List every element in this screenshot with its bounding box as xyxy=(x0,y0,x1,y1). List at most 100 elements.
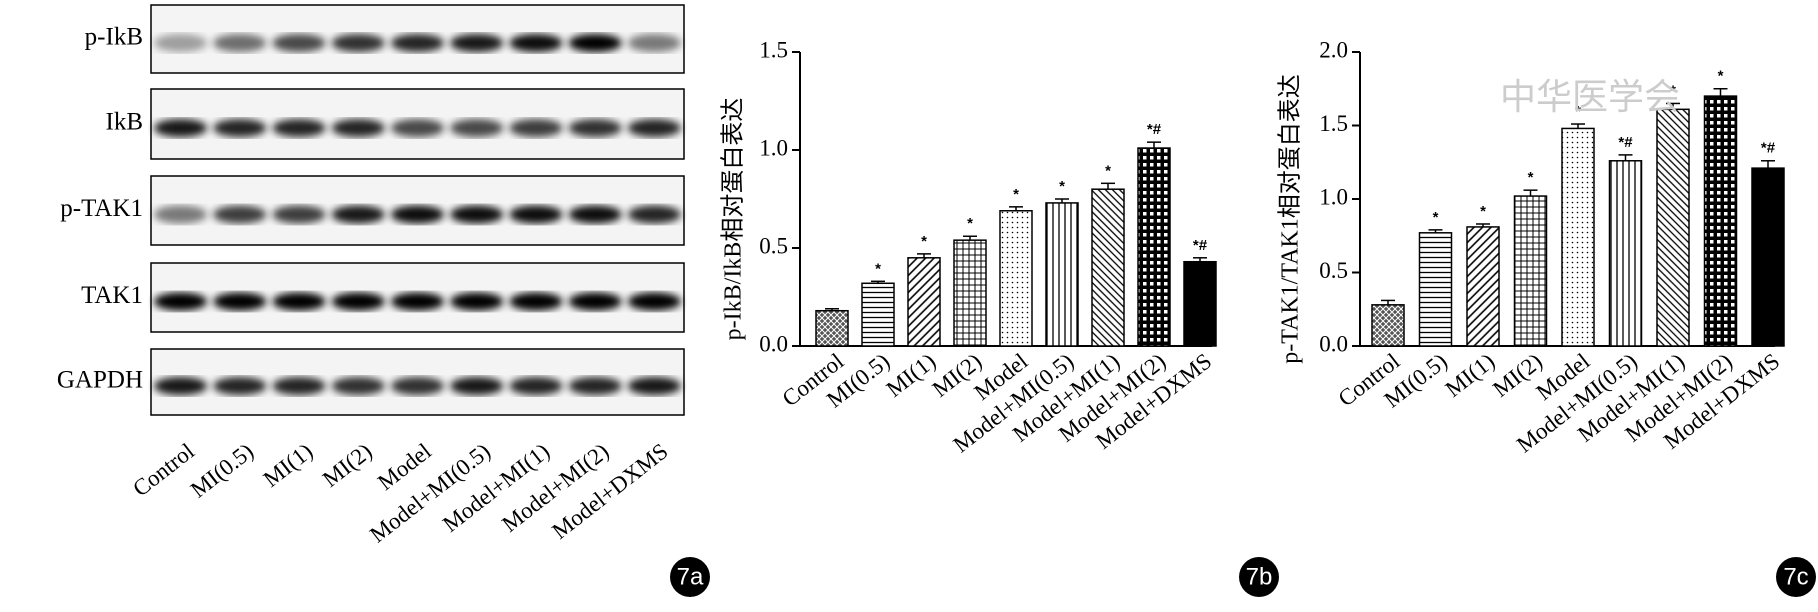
significance-mark: * xyxy=(1480,203,1486,220)
y-tick-label: 0.5 xyxy=(1319,258,1348,283)
bar xyxy=(907,257,941,347)
y-axis-label: p-IkB/IkB相对蛋白表达 xyxy=(720,98,747,341)
band xyxy=(153,119,208,137)
row-label: p-TAK1 xyxy=(60,195,143,222)
band xyxy=(213,205,267,224)
panel-badge xyxy=(1239,557,1279,597)
band xyxy=(331,119,385,137)
y-tick-label: 1.5 xyxy=(759,37,788,62)
bar xyxy=(1137,147,1171,347)
significance-mark: *# xyxy=(1618,134,1633,151)
band xyxy=(450,119,504,137)
bar xyxy=(1703,95,1738,347)
significance-mark: * xyxy=(1433,209,1439,226)
charts: 0.00.51.01.5p-IkB/IkB相对蛋白表达Control*MI(0.… xyxy=(720,37,1816,597)
significance-mark: * xyxy=(1528,169,1534,186)
band xyxy=(450,292,504,311)
y-tick-label: 1.5 xyxy=(1319,111,1348,136)
band xyxy=(568,292,622,311)
lane-label: MI(1) xyxy=(259,438,318,492)
row-label: GAPDH xyxy=(57,367,143,394)
band xyxy=(450,377,504,395)
bar-chart: 0.00.51.01.5p-IkB/IkB相对蛋白表达Control*MI(0.… xyxy=(720,37,1279,597)
x-tick-label: MI(1) xyxy=(882,348,941,402)
band xyxy=(331,205,385,224)
y-tick-label: 0.5 xyxy=(759,233,788,258)
band xyxy=(450,205,504,224)
y-tick-label: 1.0 xyxy=(759,135,788,160)
row-label: IkB xyxy=(106,109,144,136)
bar xyxy=(1418,232,1453,347)
band xyxy=(331,377,385,395)
significance-mark: * xyxy=(1718,68,1724,85)
band xyxy=(509,205,563,224)
band xyxy=(153,34,208,52)
band xyxy=(272,292,326,311)
band xyxy=(627,292,682,311)
significance-mark: * xyxy=(1575,103,1581,120)
band xyxy=(272,377,326,395)
y-axis-label: p-TAK1/TAK1相对蛋白表达 xyxy=(1277,74,1304,363)
band xyxy=(213,377,267,395)
row-label: TAK1 xyxy=(81,282,143,309)
panel-label: 7b xyxy=(1246,563,1273,590)
band xyxy=(390,377,445,395)
blot-row: IkB xyxy=(106,88,685,160)
bar xyxy=(1466,226,1500,347)
y-tick-label: 2.0 xyxy=(1319,37,1348,62)
panel-label: 7c xyxy=(1783,563,1808,590)
band xyxy=(213,292,267,311)
band xyxy=(213,119,267,137)
bar xyxy=(999,210,1033,347)
band xyxy=(509,34,563,52)
blot-row: GAPDH xyxy=(57,348,685,416)
y-tick-label: 0.0 xyxy=(1319,331,1348,356)
significance-mark: *# xyxy=(1761,140,1776,157)
bar xyxy=(1091,188,1125,347)
lane-label: Control xyxy=(128,438,199,501)
bar xyxy=(1513,195,1548,347)
blot-row: p-IkB xyxy=(85,4,685,74)
bar xyxy=(861,282,895,347)
significance-mark: * xyxy=(921,233,927,250)
y-tick-label: 1.0 xyxy=(1319,184,1348,209)
significance-mark: * xyxy=(967,215,973,232)
significance-mark: *# xyxy=(1193,237,1208,254)
bar xyxy=(1751,167,1785,347)
bar-chart: 0.00.51.01.52.0p-TAK1/TAK1相对蛋白表达Control*… xyxy=(1277,37,1816,597)
band xyxy=(568,119,622,137)
x-tick-label: MI(1) xyxy=(1441,348,1500,402)
significance-mark: * xyxy=(1105,162,1111,179)
bar xyxy=(1045,202,1079,347)
band xyxy=(331,292,385,311)
significance-mark: * xyxy=(1670,82,1676,99)
band xyxy=(390,205,445,224)
lane-label: MI(2) xyxy=(318,438,377,492)
bar xyxy=(1656,108,1690,347)
band xyxy=(153,292,208,311)
bar xyxy=(815,309,849,347)
panel-badge xyxy=(670,557,710,597)
y-tick-label: 0.0 xyxy=(759,331,788,356)
panel-label: 7a xyxy=(677,563,704,590)
bar xyxy=(1561,127,1595,347)
row-label: p-IkB xyxy=(85,24,143,51)
band xyxy=(627,119,682,137)
band xyxy=(390,292,445,311)
band xyxy=(509,377,563,395)
band xyxy=(450,34,504,52)
bar xyxy=(1183,260,1217,347)
band xyxy=(272,205,326,224)
band xyxy=(627,377,682,395)
significance-mark: * xyxy=(1059,178,1065,195)
band xyxy=(568,34,622,52)
band xyxy=(153,205,208,224)
band xyxy=(627,205,682,224)
significance-mark: *# xyxy=(1147,121,1162,138)
band xyxy=(568,205,622,224)
band xyxy=(331,34,385,52)
band xyxy=(627,34,682,52)
watermark: 中华医学会 xyxy=(1500,77,1680,118)
band xyxy=(509,119,563,137)
